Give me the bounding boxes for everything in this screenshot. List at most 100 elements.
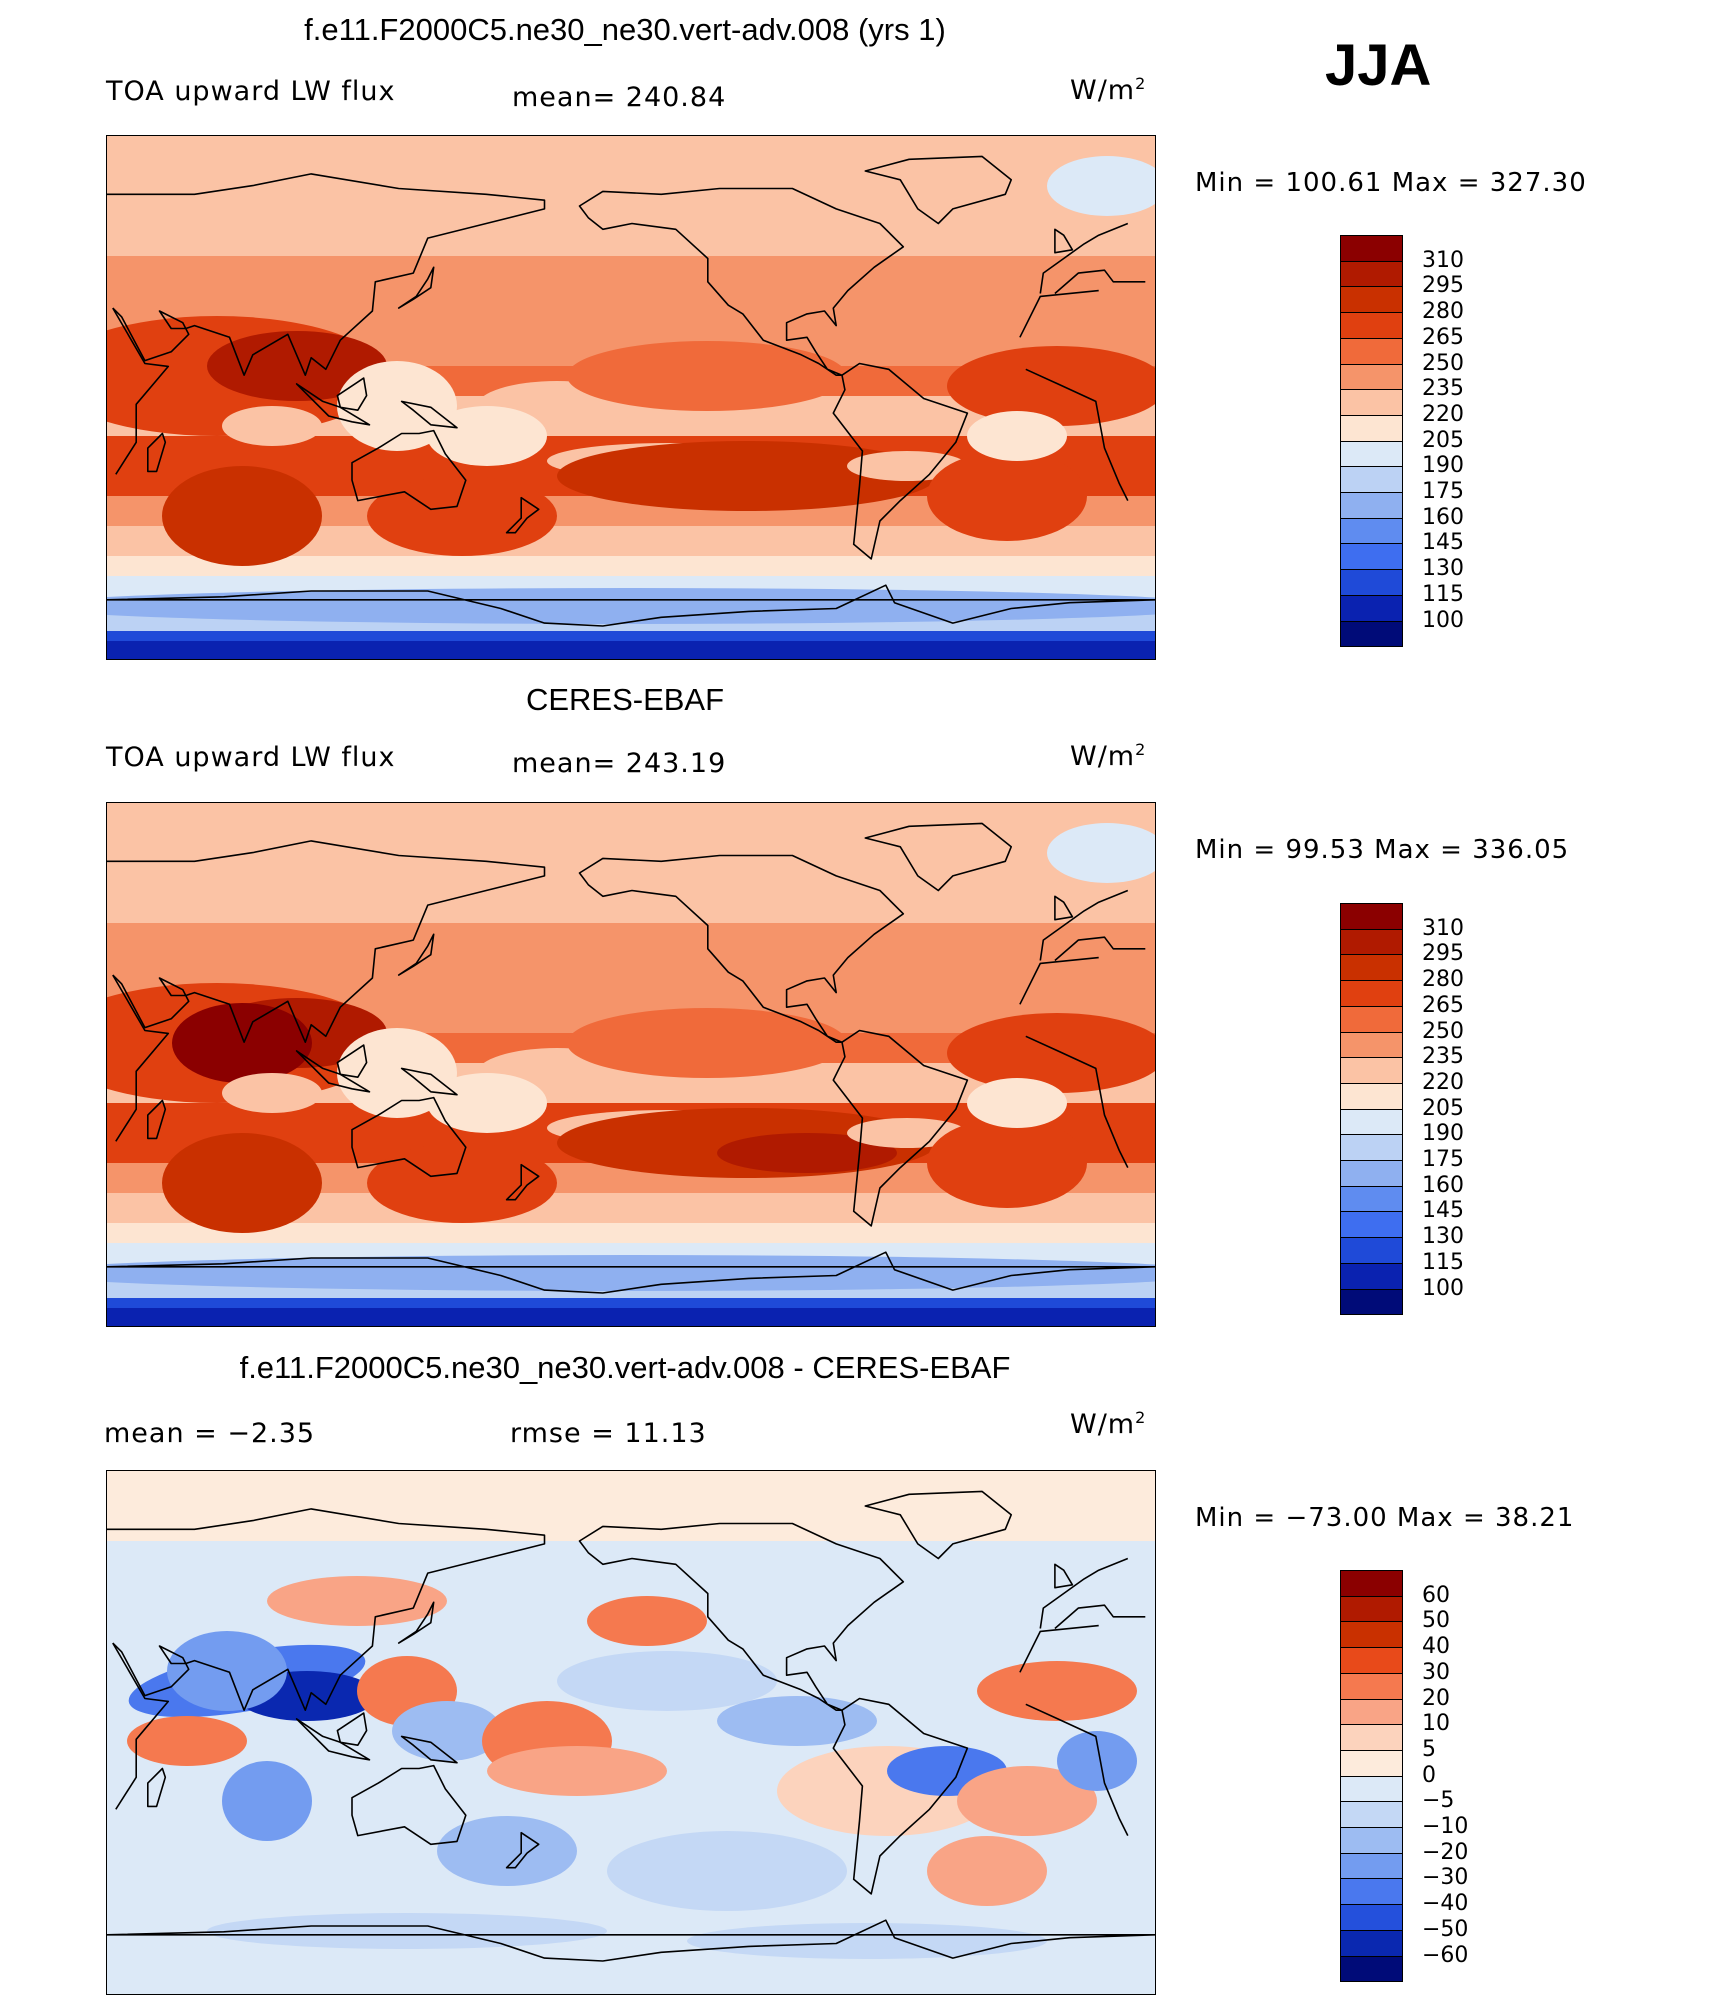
field-blob	[557, 441, 937, 511]
coastline	[864, 1490, 1012, 1560]
colorbar-swatch	[1340, 1134, 1403, 1161]
field-blob	[557, 1651, 777, 1711]
field-blob	[107, 588, 1155, 624]
field-blob	[717, 1133, 897, 1173]
colorbar-tick-label: −20	[1422, 1839, 1469, 1865]
coastline	[336, 1044, 368, 1078]
coastline	[107, 1508, 546, 1711]
coastline	[1025, 368, 1129, 501]
coastline	[505, 496, 540, 534]
field-band	[107, 1308, 1155, 1326]
field-blob	[392, 1701, 502, 1761]
colorbar-tick-label: 295	[1422, 273, 1464, 299]
coastline	[147, 1767, 167, 1808]
field-band	[107, 1223, 1155, 1243]
coastline	[295, 383, 371, 426]
coastline	[397, 1601, 435, 1644]
field-band	[107, 923, 1155, 973]
field-blob	[927, 451, 1087, 541]
colorbar-swatch	[1340, 1082, 1403, 1110]
colorbar-tick-label: 265	[1422, 992, 1464, 1018]
colorbar-swatch	[1340, 517, 1403, 544]
colorbar-tick-label: 0	[1422, 1762, 1436, 1788]
colorbar-swatch	[1340, 1647, 1403, 1674]
field-blob	[267, 1576, 447, 1626]
colorbar-swatch	[1340, 980, 1403, 1007]
minmax-label: Min = −73.00 Max = 38.21	[1195, 1503, 1575, 1533]
colorbar-swatch	[1340, 466, 1403, 493]
coastline	[1054, 895, 1074, 921]
coastline	[1054, 228, 1074, 254]
colorbar-swatch	[1340, 1160, 1403, 1187]
colorbar-tick-label: 250	[1422, 1018, 1464, 1044]
coastline	[1025, 1703, 1129, 1836]
field-blob	[567, 1008, 847, 1078]
units-label: W/m2	[1070, 740, 1147, 772]
colorbar-swatch	[1340, 569, 1403, 596]
field-blob	[427, 1073, 547, 1133]
colorbar: 60 50 40 30 20 10 5 0 −5 −10 −20 −30 −40 −50 −60	[1340, 1570, 1468, 1982]
coastline	[1054, 1563, 1074, 1589]
colorbar-tick-label: 310	[1422, 915, 1464, 941]
field-band	[107, 256, 1155, 306]
coastline	[351, 429, 467, 511]
coastline	[400, 400, 458, 429]
colorbar-tick-label: 20	[1422, 1685, 1450, 1711]
field-blob	[687, 1923, 1047, 1959]
colorbar-tick-label: 60	[1422, 1582, 1450, 1608]
colorbar-tick-label: 10	[1422, 1711, 1450, 1737]
colorbar-tick-label: −50	[1422, 1916, 1469, 1942]
coastline	[1039, 889, 1129, 961]
colorbar-swatch	[1340, 260, 1403, 287]
colorbar-tick-label: 280	[1422, 299, 1464, 325]
field-blob	[337, 1028, 457, 1118]
field-band	[107, 641, 1155, 659]
colorbar-swatch	[1340, 1724, 1403, 1751]
colorbar-swatch	[1340, 363, 1403, 390]
colorbar-swatch	[1340, 286, 1403, 313]
colorbar-swatch	[1340, 954, 1403, 981]
colorbar-tick-label: 130	[1422, 556, 1464, 582]
colorbar-swatch	[1340, 1595, 1403, 1622]
field-blob	[1047, 823, 1155, 883]
colorbar-tick-label: −10	[1422, 1814, 1469, 1839]
colorbar-swatch	[1340, 1262, 1403, 1289]
colorbar-tick-label: 250	[1422, 350, 1464, 376]
field-band	[107, 893, 1155, 923]
colorbar-swatch	[1340, 928, 1403, 955]
map-svg	[107, 136, 1155, 659]
coastline	[864, 155, 1012, 225]
field-blob	[947, 346, 1155, 426]
colorbar-tick-label: 190	[1422, 1121, 1464, 1147]
season-label: JJA	[1325, 33, 1432, 98]
colorbar-tick-label: 175	[1422, 479, 1464, 504]
colorbar-swatch	[1340, 1827, 1403, 1854]
coastline	[147, 432, 167, 473]
field-blob	[127, 1716, 247, 1766]
field-blob	[107, 1255, 1155, 1291]
rmse-label: rmse = 11.13	[510, 1418, 707, 1449]
mean-label: mean = −2.35	[104, 1418, 316, 1449]
colorbar-tick-label: 280	[1422, 967, 1464, 993]
field-blob	[337, 361, 457, 451]
coastline	[1019, 1624, 1099, 1673]
coastline	[578, 1522, 905, 1711]
field-band	[107, 1471, 1155, 1994]
colorbar-tick-label: 50	[1422, 1608, 1450, 1634]
colorbar-swatch	[1340, 620, 1403, 647]
field-blob	[222, 1073, 322, 1113]
colorbar-tick-label: 115	[1422, 1249, 1464, 1275]
field-blob	[1047, 156, 1155, 216]
minmax-label: Min = 99.53 Max = 336.05	[1195, 835, 1570, 865]
coastline	[505, 1163, 540, 1201]
field-blob	[587, 1596, 707, 1646]
colorbar-swatch	[1340, 1801, 1403, 1828]
mean-label: mean= 243.19	[512, 748, 727, 779]
coastline	[397, 266, 435, 309]
colorbar-tick-label: 235	[1422, 376, 1464, 402]
colorbar-tick-label: 40	[1422, 1634, 1450, 1660]
coastline	[578, 187, 905, 376]
colorbar-swatch	[1340, 1005, 1403, 1032]
colorbar-swatch	[1340, 235, 1403, 262]
coastline	[864, 822, 1012, 892]
